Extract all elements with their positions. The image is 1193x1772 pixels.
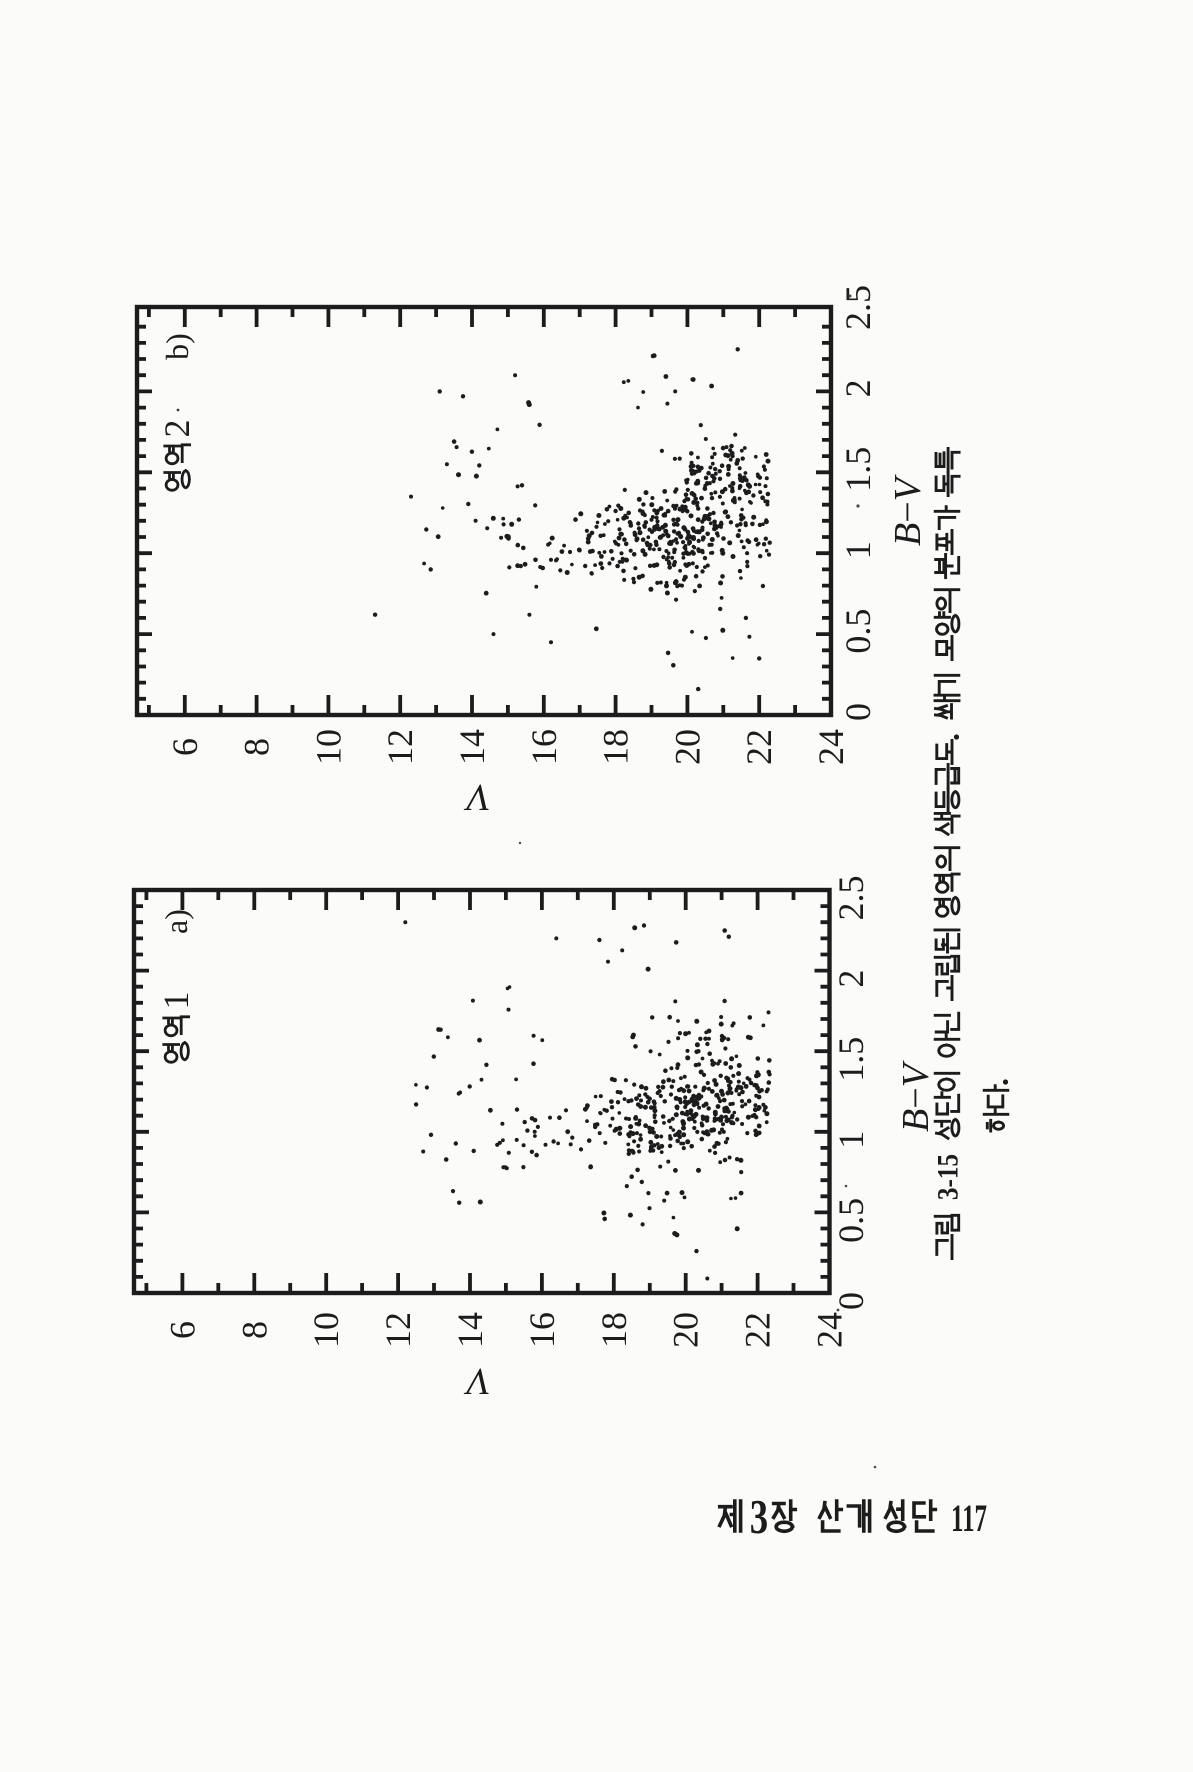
svg-text:20: 20 [666, 1312, 706, 1348]
svg-text:1.5: 1.5 [831, 1037, 871, 1082]
svg-text:a): a) [158, 909, 194, 934]
svg-text:2: 2 [831, 970, 871, 988]
svg-text:1: 1 [838, 541, 878, 559]
svg-text:16: 16 [522, 1312, 562, 1348]
svg-text:8: 8 [234, 1321, 274, 1339]
svg-text:24: 24 [811, 729, 851, 765]
svg-text:12: 12 [380, 729, 420, 765]
svg-text:V: V [464, 776, 491, 818]
svg-text:14: 14 [452, 729, 492, 765]
svg-text:3: 3 [750, 1490, 768, 1544]
svg-text:24: 24 [810, 1312, 850, 1348]
svg-text:2.5: 2.5 [838, 285, 878, 330]
svg-text:0.5: 0.5 [838, 609, 878, 654]
svg-text:8: 8 [237, 738, 277, 756]
svg-text:10: 10 [308, 729, 348, 765]
svg-text:2.5: 2.5 [831, 876, 871, 921]
svg-text:0: 0 [831, 1292, 871, 1310]
svg-text:3-15: 3-15 [930, 1154, 964, 1200]
svg-text:10: 10 [306, 1312, 346, 1348]
svg-text:1: 1 [156, 992, 196, 1010]
svg-text:b): b) [159, 333, 195, 360]
svg-text:16: 16 [524, 729, 564, 765]
svg-text:14: 14 [450, 1312, 490, 1348]
svg-text:1.5: 1.5 [838, 447, 878, 492]
svg-text:2: 2 [838, 379, 878, 397]
svg-text:117: 117 [951, 1498, 987, 1541]
svg-text:1: 1 [831, 1131, 871, 1149]
svg-text:0: 0 [838, 703, 878, 721]
svg-text:B−V: B−V [895, 1060, 937, 1132]
svg-text:12: 12 [378, 1312, 418, 1348]
svg-text:V: V [464, 1360, 491, 1402]
svg-text:6: 6 [165, 738, 205, 756]
svg-text:18: 18 [596, 729, 636, 765]
svg-text:20: 20 [667, 729, 707, 765]
svg-text:22: 22 [738, 1312, 778, 1348]
svg-text:0.5: 0.5 [831, 1198, 871, 1243]
svg-text:B−V: B−V [887, 474, 929, 546]
svg-text:2: 2 [157, 420, 197, 438]
svg-text:22: 22 [739, 729, 779, 765]
svg-text:6: 6 [162, 1321, 202, 1339]
svg-text:18: 18 [594, 1312, 634, 1348]
